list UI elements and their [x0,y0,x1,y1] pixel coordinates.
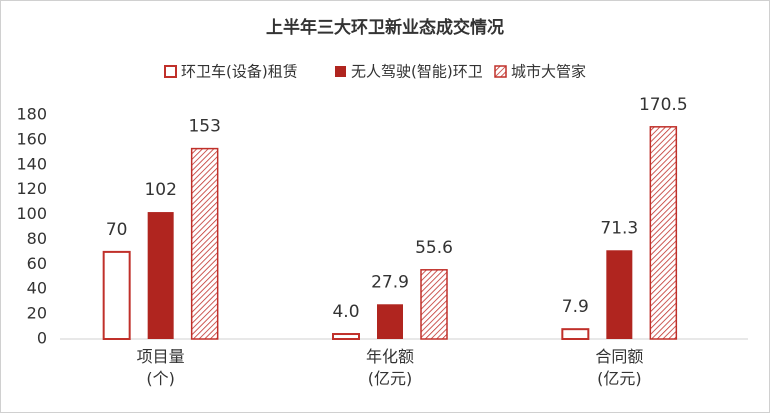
data-label: 55.6 [415,238,453,258]
bar [561,328,590,340]
bar [190,147,219,340]
x-tick-label: 年化额(亿元) [366,347,414,388]
y-tick-label: 120 [16,179,47,198]
y-tick-label: 0 [37,329,47,348]
y-tick-label: 180 [16,105,47,124]
data-label: 4.0 [332,302,359,322]
data-label: 102 [144,180,176,200]
data-label: 70 [106,220,128,240]
x-tick-label: 项目量(个) [137,347,185,388]
y-tick-label: 100 [16,204,47,223]
chart-title: 上半年三大环卫新业态成交情况 [266,17,504,38]
data-label: 170.5 [639,95,688,115]
y-tick-label: 20 [27,304,47,323]
legend-swatch [164,65,177,78]
bar [606,250,633,339]
data-label: 153 [188,117,220,137]
bar [332,333,360,340]
legend-label: 城市大管家 [511,63,586,81]
bar [147,212,174,339]
y-tick-label: 80 [27,229,47,248]
bar [649,126,678,340]
y-tick-label: 160 [16,129,47,148]
data-label: 27.9 [371,272,409,292]
legend-label: 环卫车(设备)租赁 [181,63,298,81]
data-label: 7.9 [562,297,589,317]
legend-swatch [335,66,346,77]
y-tick-label: 140 [16,154,47,173]
bar [420,269,448,340]
x-tick-label: 合同额(亿元) [595,347,643,388]
legend-label: 无人驾驶(智能)环卫 [351,63,483,81]
data-label: 71.3 [600,218,638,238]
legend-swatch [494,65,507,78]
bar [102,250,131,340]
y-tick-label: 60 [27,254,47,273]
y-tick-label: 40 [27,279,47,298]
bar [377,304,403,339]
